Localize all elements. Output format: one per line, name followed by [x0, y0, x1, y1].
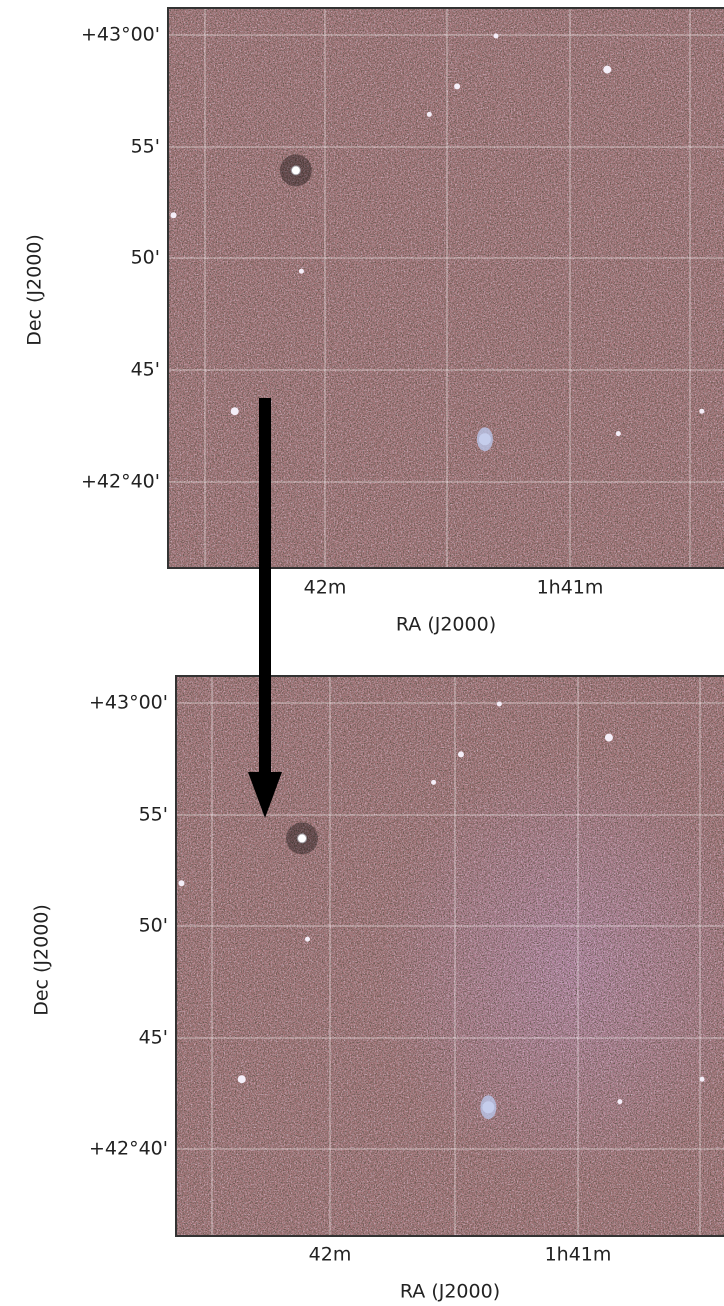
y-tick-label: +42°40' [89, 1138, 168, 1160]
star [615, 431, 621, 437]
star [496, 701, 502, 707]
x-tick-label: 42m [304, 577, 347, 599]
noise-light [168, 8, 724, 568]
galaxy [476, 427, 493, 452]
y-tick-label: +43°00' [89, 692, 168, 714]
star [431, 779, 437, 785]
star [493, 33, 499, 39]
star [230, 407, 239, 416]
sky-panel: +43°00' 55' 50' 45' +42°40' 42m 1h41m RA (J2000… [31, 675, 724, 1303]
bright-star [291, 166, 300, 175]
y-tick-label: 55' [131, 136, 160, 158]
bright-star [298, 834, 307, 843]
star [699, 1076, 705, 1082]
star [454, 83, 461, 90]
y-tick-label: 45' [131, 359, 160, 381]
x-axis-label: RA (J2000) [400, 1281, 500, 1303]
y-tick-label: 50' [131, 247, 160, 269]
y-axis-label: Dec (J2000) [24, 234, 46, 346]
frame [175, 675, 724, 1237]
x-tick-label: 1h41m [545, 1244, 612, 1266]
arrow [248, 398, 282, 818]
star [617, 1099, 623, 1105]
star [604, 733, 613, 742]
star [457, 751, 464, 758]
frame [167, 7, 724, 569]
y-tick-label: 55' [139, 804, 168, 826]
y-tick-label: 50' [139, 915, 168, 937]
star [178, 880, 185, 887]
star [305, 936, 311, 942]
y-tick-label: 45' [139, 1027, 168, 1049]
x-tick-label: 42m [309, 1244, 352, 1266]
star [603, 65, 612, 74]
star [237, 1075, 246, 1084]
x-axis-label: RA (J2000) [396, 614, 496, 636]
x-tick-label: 1h41m [537, 577, 604, 599]
y-axis-label: Dec (J2000) [31, 904, 53, 1016]
sky-panel: +43°00' 55' 50' 45' +42°40' 42m 1h41m RA (J2000… [24, 7, 724, 636]
star [298, 268, 304, 274]
galaxy [480, 1095, 497, 1120]
y-tick-label: +43°00' [81, 24, 160, 46]
star [170, 212, 177, 219]
noise-light [176, 676, 724, 1236]
star [426, 111, 432, 117]
y-tick-label: +42°40' [81, 471, 160, 493]
star [699, 408, 705, 414]
